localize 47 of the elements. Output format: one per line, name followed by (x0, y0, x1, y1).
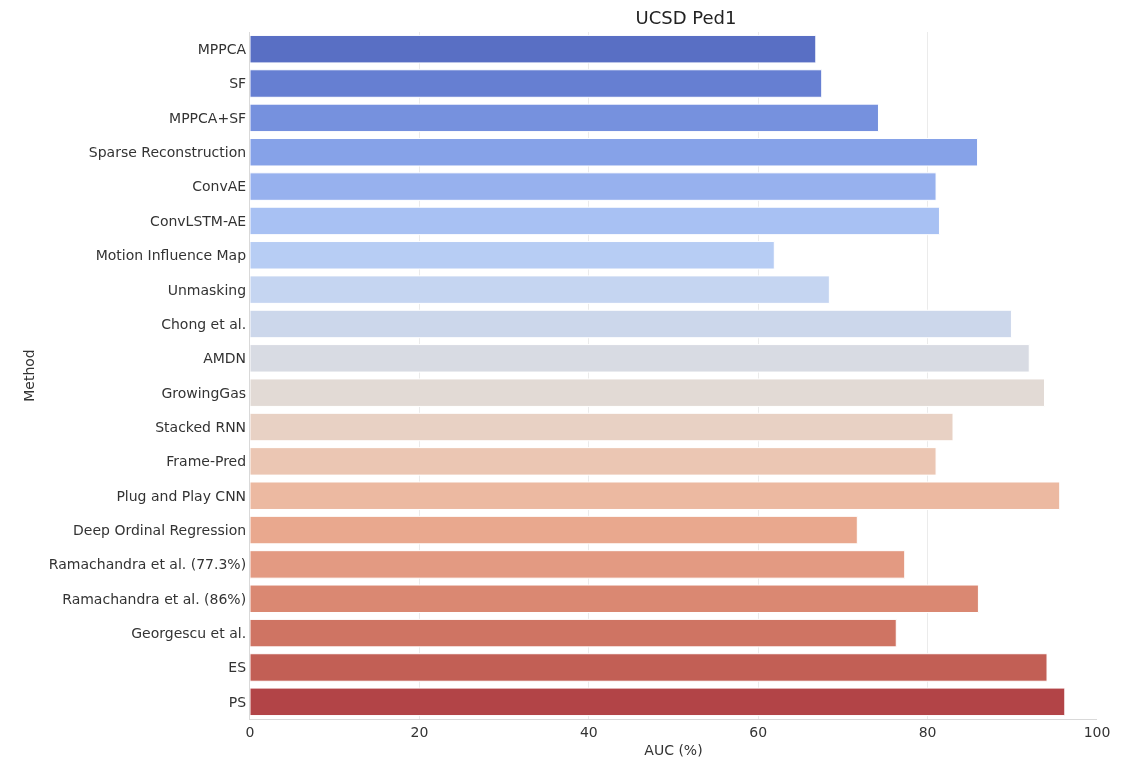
y-tick-label: GrowingGas (161, 384, 247, 401)
x-tick-label: 60 (749, 723, 768, 740)
x-tick-label: 20 (410, 723, 429, 740)
y-tick-label: Deep Ordinal Regression (73, 521, 247, 538)
bar (250, 584, 979, 614)
y-tick-label: Stacked RNN (155, 418, 247, 435)
y-tick-label: Unmasking (167, 281, 247, 298)
y-tick-label: PS (228, 693, 247, 710)
x-axis-title: AUC (%) (644, 742, 703, 759)
y-tick-label: Frame-Pred (166, 453, 247, 470)
y-tick-label: ES (228, 659, 247, 676)
y-axis-title: Method (21, 349, 38, 402)
y-tick-label: SF (229, 75, 247, 92)
y-tick-label: Plug and Play CNN (116, 487, 247, 504)
y-tick-label: MPPCA+SF (169, 109, 247, 126)
y-tick-label: MPPCA (197, 41, 247, 58)
bar (250, 275, 830, 304)
y-tick-label: Chong et al. (161, 315, 247, 332)
bar (250, 653, 1048, 682)
bar (250, 618, 897, 648)
bar (250, 412, 954, 442)
y-tick-label: ConvAE (192, 178, 247, 195)
y-tick-label: AMDN (203, 350, 247, 367)
y-tick-label: Ramachandra et al. (77.3%) (48, 556, 247, 573)
x-tick-label: 0 (245, 723, 255, 740)
bar (250, 69, 823, 98)
x-tick-label: 80 (918, 723, 937, 740)
bar (250, 172, 937, 201)
bar (250, 550, 906, 579)
bar (250, 309, 1012, 339)
x-tick-label: 40 (579, 723, 598, 740)
bar (250, 515, 858, 545)
y-tick-label: Georgescu et al. (131, 625, 247, 642)
bar (250, 206, 940, 236)
y-tick-label: ConvLSTM-AE (150, 212, 247, 229)
bar (250, 481, 1061, 510)
chart-title: UCSD Ped1 (635, 7, 737, 29)
bar (250, 447, 937, 476)
y-tick-label: Ramachandra et al. (86%) (62, 590, 247, 607)
x-tick-label: 100 (1083, 723, 1111, 740)
bar (250, 137, 979, 167)
bar (250, 34, 817, 64)
bar (250, 241, 775, 270)
y-tick-label: Sparse Reconstruction (88, 144, 247, 161)
bar (250, 687, 1066, 717)
y-tick-label: Motion Influence Map (95, 247, 247, 264)
bar (250, 103, 879, 133)
